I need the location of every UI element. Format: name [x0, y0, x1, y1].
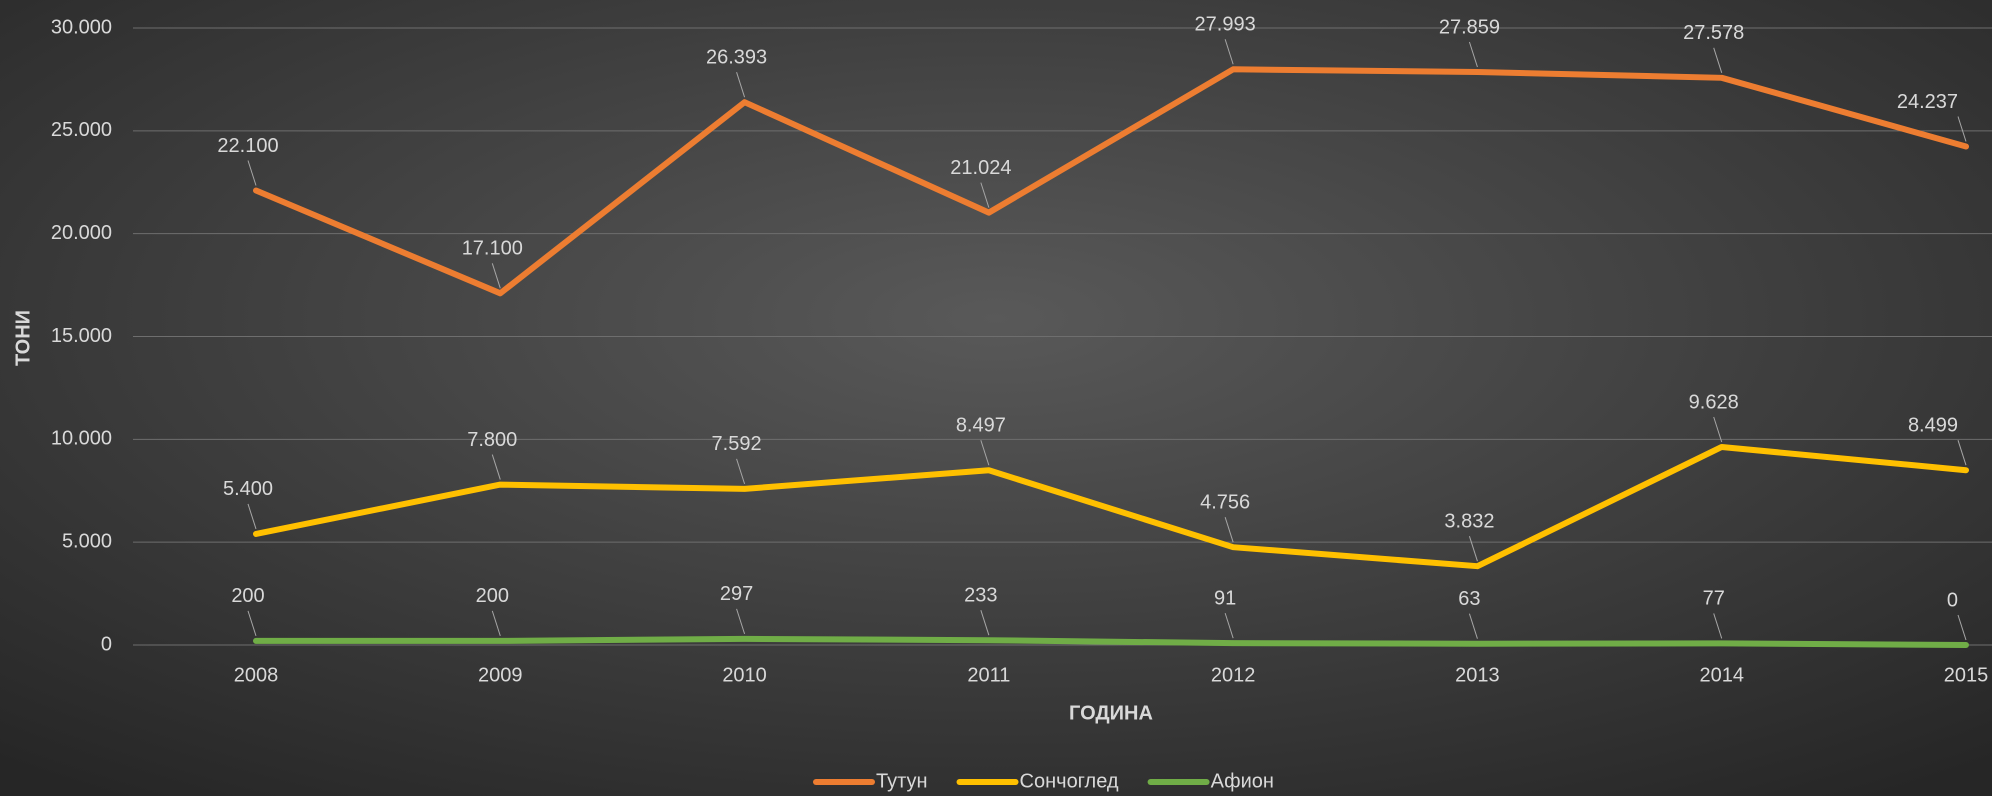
data-label: 8.497 [956, 415, 1006, 437]
x-tick-label: 2015 [1944, 664, 1989, 686]
data-label: 200 [231, 585, 264, 607]
x-tick-label: 2013 [1455, 664, 1500, 686]
y-axis-title: ТОНИ [12, 310, 34, 366]
leader-line [1468, 41, 1478, 68]
leader-line [247, 160, 257, 186]
leader-line [736, 608, 746, 635]
y-tick-label: 10.000 [51, 428, 112, 450]
leader-line [1957, 116, 1967, 142]
leader-line [1224, 612, 1234, 639]
legend-label: Тутун [876, 770, 928, 792]
legend-label: Сончоглед [1020, 770, 1119, 792]
y-tick-label: 5.000 [62, 530, 112, 552]
leader-line [980, 182, 990, 208]
series-line [253, 443, 1969, 570]
x-tick-label: 2010 [722, 664, 767, 686]
data-label: 7.592 [712, 433, 762, 455]
y-tick-label: 20.000 [51, 222, 112, 244]
data-label: 8.499 [1908, 414, 1958, 436]
leader-line [1713, 613, 1723, 639]
leader-line [1957, 614, 1967, 641]
data-label: 0 [1947, 589, 1958, 611]
data-label: 27.578 [1683, 22, 1744, 44]
series-line [253, 635, 1969, 648]
data-label: 7.800 [467, 429, 517, 451]
y-tick-label: 15.000 [51, 325, 112, 347]
x-tick-label: 2011 [967, 664, 1010, 686]
leader-line [247, 610, 257, 637]
data-label: 27.859 [1439, 16, 1500, 38]
data-label: 24.237 [1897, 91, 1958, 113]
x-axis-title: ГОДИНА [1069, 702, 1153, 724]
data-label: 297 [720, 583, 753, 605]
leader-line [491, 454, 501, 480]
data-label: 77 [1703, 588, 1725, 610]
leader-line [1713, 47, 1723, 73]
data-label: 27.993 [1195, 14, 1256, 36]
series-line [253, 66, 1969, 297]
data-label: 22.100 [217, 135, 278, 157]
y-tick-label: 30.000 [51, 16, 112, 38]
data-label: 4.756 [1200, 491, 1250, 513]
x-tick-label: 2014 [1699, 664, 1744, 686]
leader-line [736, 458, 746, 485]
data-label: 21.024 [950, 157, 1011, 179]
x-tick-label: 2009 [478, 664, 523, 686]
leader-line [1957, 440, 1967, 466]
leader-line [1468, 536, 1478, 562]
x-tick-label: 2008 [234, 664, 279, 686]
data-label: 233 [964, 584, 997, 606]
data-label: 26.393 [706, 46, 767, 68]
data-label: 17.100 [462, 238, 523, 260]
y-tick-label: 0 [101, 633, 112, 655]
leader-line [736, 72, 746, 98]
legend-label: Афион [1211, 770, 1274, 792]
data-label: 91 [1214, 587, 1236, 609]
leader-line [980, 440, 990, 466]
leader-line [980, 610, 990, 636]
leader-line [491, 263, 501, 289]
leader-line [1224, 517, 1234, 543]
leader-line [1224, 39, 1234, 65]
leader-line [247, 503, 257, 530]
leader-line [1713, 416, 1723, 443]
data-label: 63 [1458, 588, 1480, 610]
data-label: 9.628 [1689, 391, 1739, 413]
leader-line [1468, 613, 1478, 639]
data-label: 200 [476, 585, 509, 607]
x-tick-label: 2012 [1211, 664, 1256, 686]
y-tick-label: 25.000 [51, 119, 112, 141]
data-label: 3.832 [1444, 510, 1494, 532]
leader-line [491, 610, 501, 637]
data-label: 5.400 [223, 478, 273, 500]
